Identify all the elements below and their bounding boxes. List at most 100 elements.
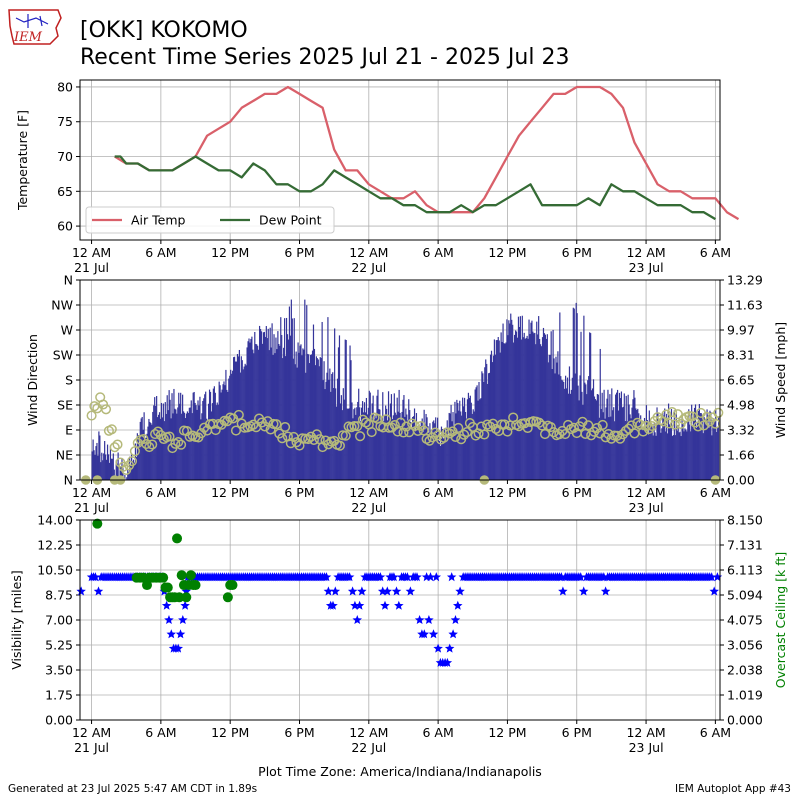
wind-speed-bar (389, 403, 392, 480)
wind-speed-bar (132, 459, 135, 480)
wind-speed-bar (416, 428, 419, 480)
wind-speed-bar (423, 409, 425, 480)
wind-speed-bar (289, 335, 291, 480)
wind-speed-bar (351, 402, 353, 480)
wind-speed-bar (541, 337, 544, 480)
wind-speed-bar (420, 421, 422, 480)
visibility-marker (575, 572, 586, 582)
wind-speed-bar (345, 340, 347, 480)
wind-direction-marker (713, 407, 724, 418)
wind-speed-bar (674, 435, 676, 480)
visibility-marker (453, 600, 463, 610)
wind-speed-bar (656, 407, 658, 480)
visibility-marker (164, 615, 174, 624)
wind-speed-bar (572, 307, 574, 480)
wind-speed-bar (385, 405, 387, 480)
wind-speed-bar (207, 403, 210, 480)
wind-right-y-tick-label: 13.29 (727, 273, 763, 288)
legend-dew-point-label: Dew Point (259, 213, 322, 228)
wind-speed-bar (538, 316, 540, 480)
wind-speed-bar (156, 417, 159, 480)
wind-speed-bar (281, 335, 283, 480)
wind-speed-bar (135, 457, 138, 480)
wind-speed-bar (646, 420, 649, 480)
visibility-marker (76, 586, 86, 596)
wind-speed-bar (622, 406, 624, 480)
wind-speed-bar (563, 381, 565, 480)
temp-y-tick-label: 60 (57, 219, 73, 234)
wind-speed-bar (312, 324, 315, 480)
wind-speed-bar (334, 328, 336, 480)
wind-speed-bar (397, 411, 399, 480)
wind-speed-bar (632, 399, 634, 480)
wind-speed-bar (316, 358, 318, 480)
wind-speed-bar (151, 424, 153, 480)
wind-speed-bar (429, 423, 431, 480)
wind-speed-bar (696, 423, 699, 480)
wind-speed-bar (475, 387, 477, 480)
wind-speed-bar (275, 337, 277, 480)
visibility-marker (428, 629, 439, 639)
wind-speed-bar (353, 409, 355, 480)
visibility-marker (178, 615, 188, 624)
wind-speed-bar (445, 428, 447, 480)
wind-speed-bar (96, 442, 98, 480)
ceiling-marker (222, 592, 233, 603)
wind-speed-bar (308, 354, 310, 480)
wind-speed-bar (451, 421, 453, 480)
wind-speed-bar (134, 443, 137, 480)
wind-speed-bar (136, 433, 138, 480)
wind-direction-marker (100, 404, 112, 415)
wind-direction-marker (560, 429, 571, 440)
temp-x-tick-label: 12 AM (72, 245, 111, 260)
wind-speed-bar (556, 362, 558, 480)
wind-direction-marker (277, 433, 288, 444)
wind-speed-bar (412, 416, 415, 480)
wind-speed-bar (248, 338, 250, 480)
visibility-marker (321, 572, 332, 582)
wind-speed-bar (205, 391, 207, 480)
wind-speed-bar (667, 403, 670, 480)
wind-speed-bar (492, 355, 495, 480)
wind-speed-bar (636, 410, 638, 480)
wind-direction-marker (479, 429, 490, 440)
wind-speed-bar (683, 431, 685, 480)
visibility-marker (93, 586, 104, 596)
wind-speed-bar (357, 401, 359, 480)
wind-speed-bar (195, 405, 197, 480)
wind-speed-bar (687, 418, 689, 480)
logo-text: IEM (13, 30, 43, 45)
vis-x-tick-label: 12 PM (488, 725, 526, 740)
wind-direction-marker (502, 426, 513, 437)
wind-speed-bar (539, 344, 542, 480)
wind-y-tick-label: S (65, 373, 73, 388)
wind-speed-bar (435, 417, 437, 480)
wind-speed-bar (678, 432, 680, 480)
vis-day-label: 21 Jul (74, 740, 109, 755)
wind-y-tick-label: SE (57, 398, 73, 413)
wind-speed-bar (238, 349, 240, 480)
wind-speed-bar (504, 343, 506, 480)
wind-speed-bar (711, 435, 713, 480)
wind-speed-bar (375, 418, 377, 480)
visibility-marker (357, 586, 367, 596)
wind-speed-bar (182, 394, 184, 480)
wind-speed-bar (211, 403, 214, 480)
wind-speed-bar (298, 352, 300, 480)
footer-app-text: IEM Autoplot App #43 (675, 783, 791, 795)
wind-speed-bar (539, 338, 541, 480)
wind-speed-bar (424, 429, 426, 480)
wind-speed-bar (412, 417, 414, 480)
wind-speed-bar (97, 455, 99, 480)
wind-speed-bar (127, 469, 129, 480)
wind-speed-bar (715, 408, 717, 480)
wind-speed-bar (269, 327, 271, 480)
temp-legend: Air Temp Dew Point (85, 206, 335, 234)
wind-direction-marker (554, 429, 565, 440)
wind-direction-marker (265, 424, 276, 435)
wind-speed-bar (548, 354, 550, 480)
ceiling-marker (92, 518, 103, 529)
wind-direction-marker (233, 409, 244, 420)
wind-speed-bar (594, 399, 597, 480)
wind-speed-bar (139, 421, 141, 480)
